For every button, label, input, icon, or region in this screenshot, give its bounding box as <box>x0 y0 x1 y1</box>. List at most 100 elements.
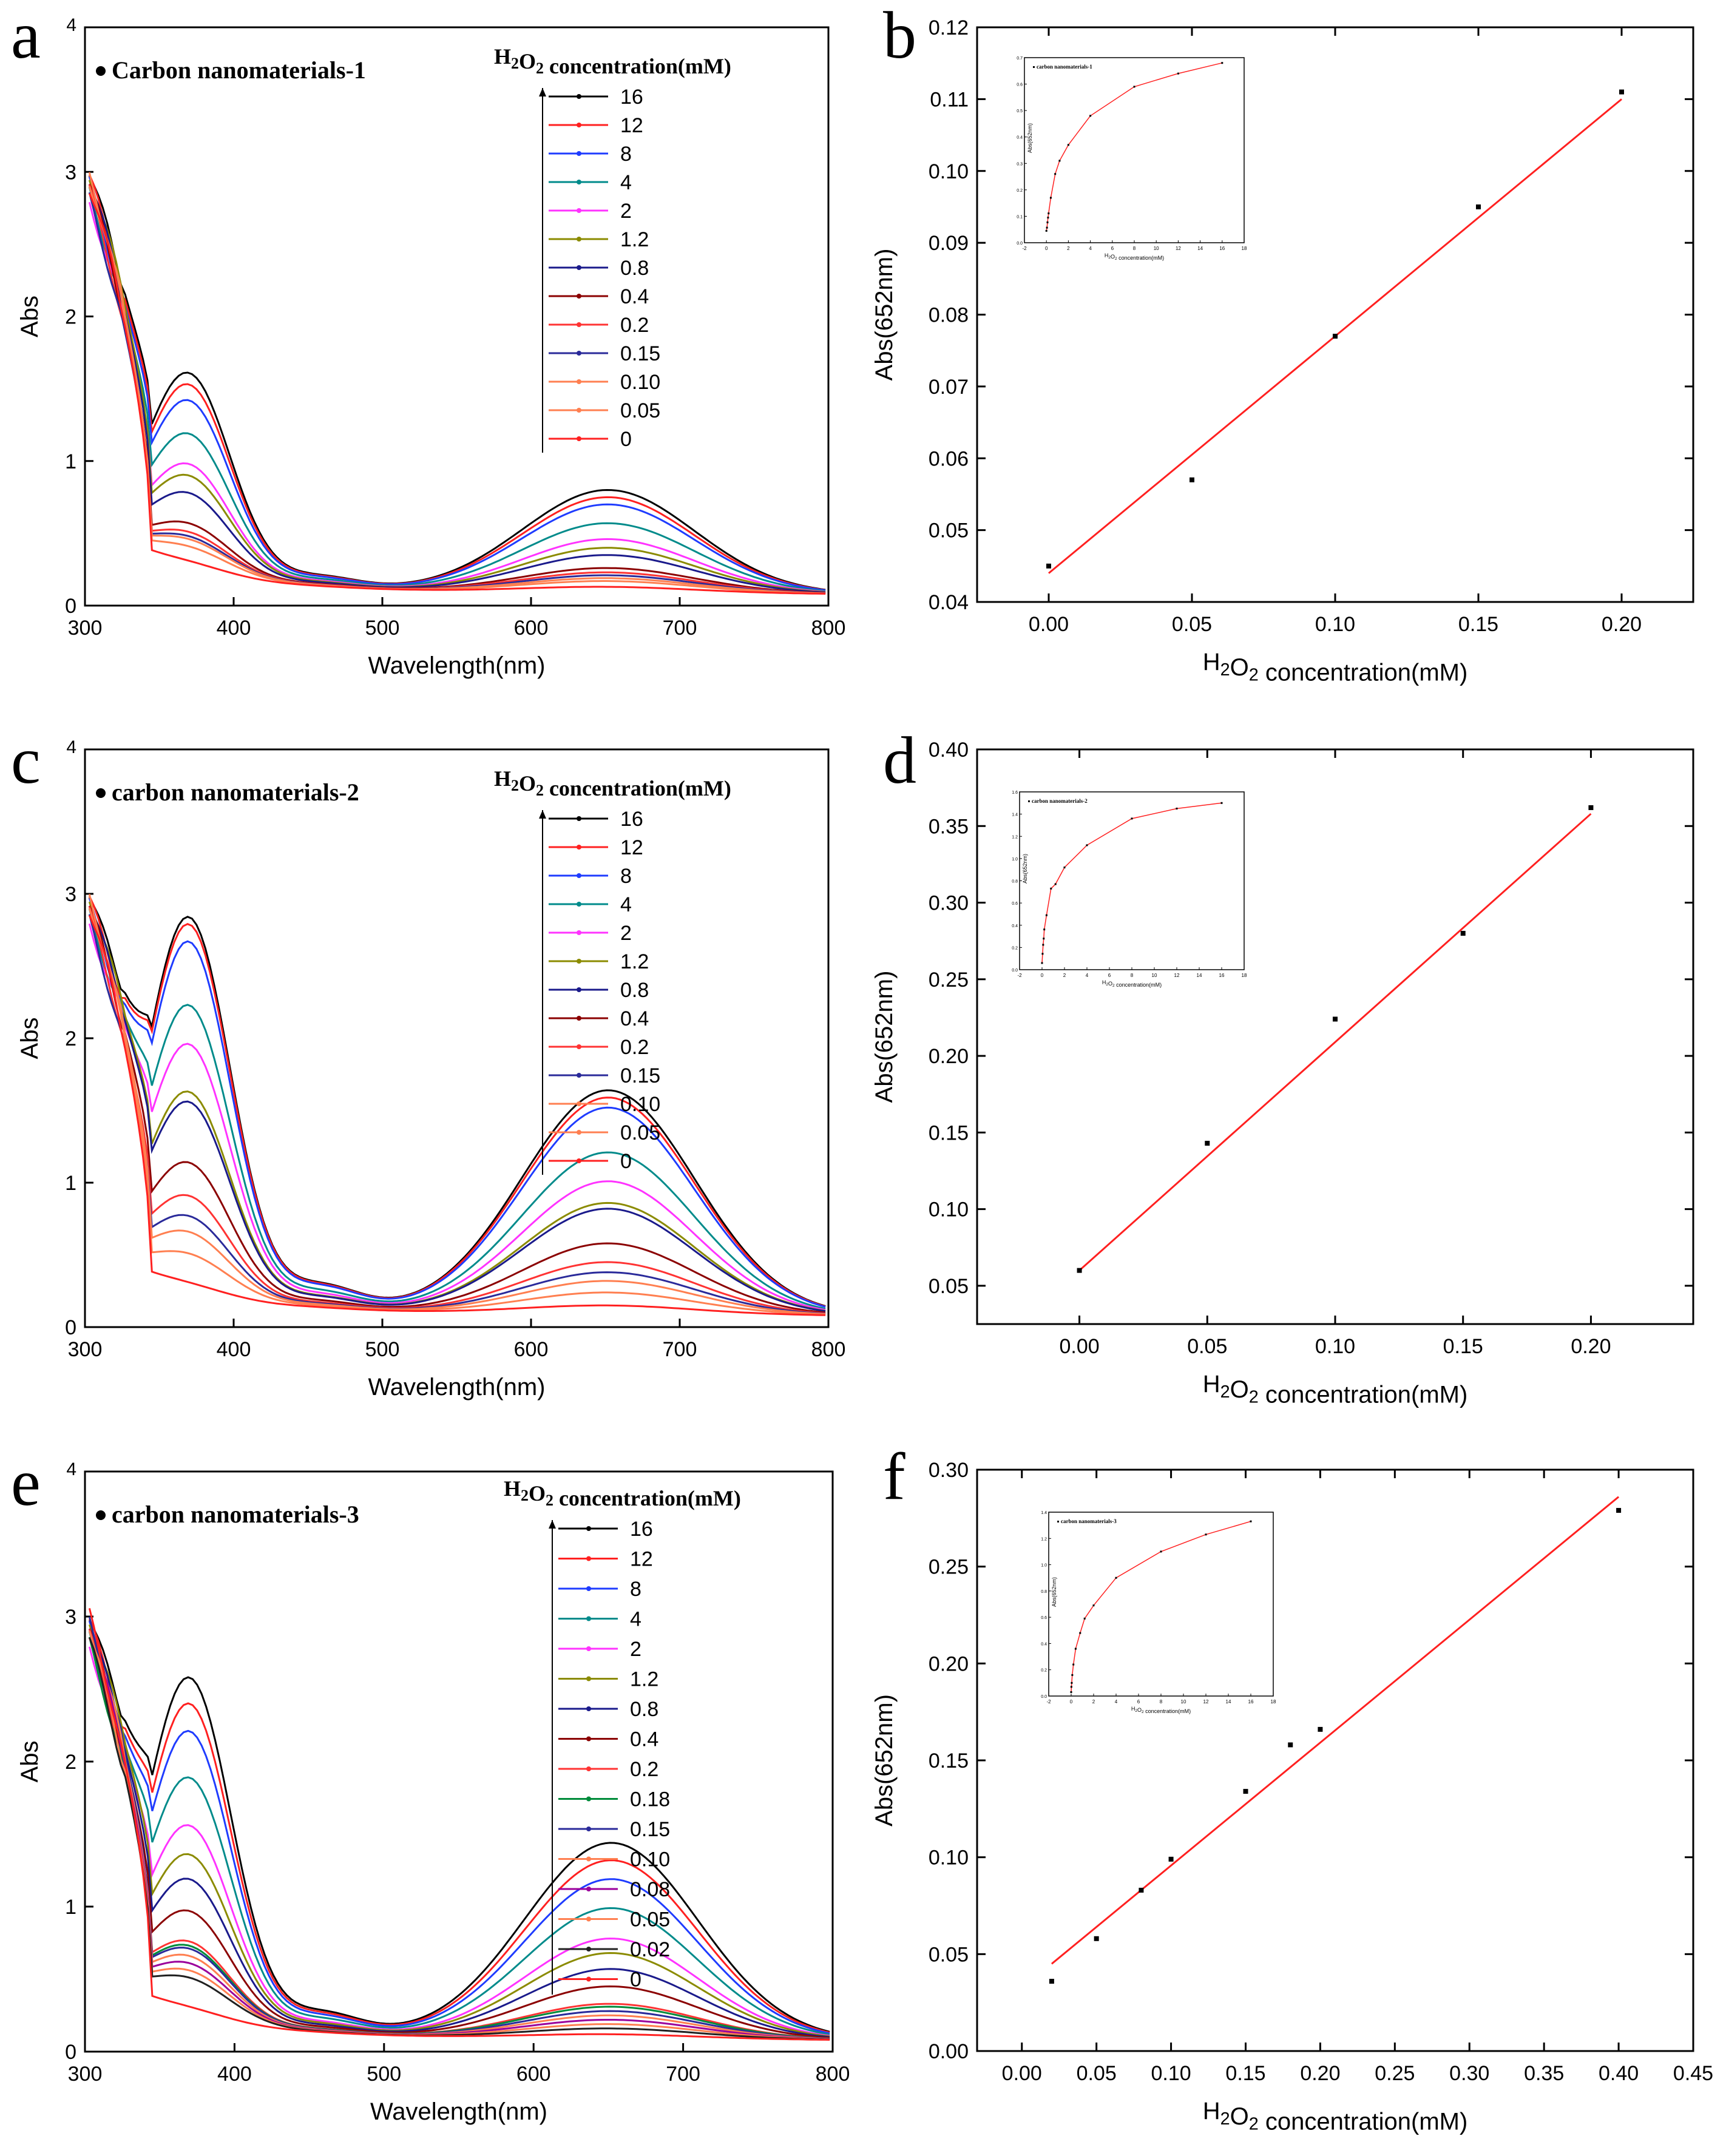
panel-letter: c <box>11 723 41 797</box>
legend-entry: 0.15 <box>620 342 660 365</box>
inset-x-tick-label: 12 <box>1176 246 1181 251</box>
inset-chart: -2 0 2 4 6 8 10 12 14 16 18 0.0 0.2 0.4 0.6 0.8 1.0 1.2 1.… <box>1041 1511 1276 1714</box>
series-line <box>89 1629 830 2038</box>
y-tick-label: 0.10 <box>929 1847 969 1870</box>
inset-data-point <box>1045 229 1047 232</box>
inset-data-point <box>1177 72 1179 75</box>
legend-marker <box>577 94 581 99</box>
y-tick-label: 0.09 <box>929 232 969 255</box>
inset-data-point <box>1220 802 1223 804</box>
legend-entry: 0.10 <box>630 1848 670 1871</box>
x-tick-label: 0.10 <box>1315 613 1355 636</box>
x-tick-label: 0.20 <box>1300 2062 1340 2085</box>
series-line <box>88 184 826 594</box>
legend-marker <box>577 351 581 356</box>
x-tick-label: 0.45 <box>1673 2062 1713 2085</box>
y-tick-label: 0.20 <box>929 1045 969 1068</box>
series-line <box>88 894 826 1316</box>
panel-d: d0.00 0.05 0.10 0.15 0.200.050.100.150.200.2… <box>871 723 1694 1408</box>
x-tick-label: 600 <box>514 617 549 640</box>
inset-x-tick-label: -2 <box>1022 246 1027 251</box>
plot-frame <box>84 26 830 607</box>
inset-y-tick-label: 0.0 <box>1017 242 1023 246</box>
inset-y-tick-label: 0.3 <box>1017 162 1023 166</box>
legend-marker <box>577 930 581 935</box>
y-tick-label: 3 <box>65 1606 76 1629</box>
y-axis-label: Abs <box>16 296 43 337</box>
y-tick-label: 0.00 <box>929 2040 969 2063</box>
x-tick-label: 500 <box>365 617 400 640</box>
series-line <box>88 1646 830 2037</box>
panel-letter: a <box>11 0 41 72</box>
inset-y-tick-label: 0.4 <box>1017 136 1023 140</box>
legend-arrowhead <box>539 88 546 96</box>
legend-entry: 0.8 <box>620 257 649 280</box>
inset-legend-marker <box>1033 66 1035 68</box>
x-tick-label: 0.35 <box>1524 2062 1564 2085</box>
y-tick-label: 0.08 <box>929 304 969 327</box>
inset-data-point <box>1071 1674 1074 1676</box>
x-tick-label: 500 <box>365 1338 400 1361</box>
y-tick-label: 0.05 <box>929 1275 969 1298</box>
title-bullet <box>96 1510 106 1520</box>
inset-data-point <box>1089 115 1092 117</box>
y-tick-label: 4 <box>66 737 76 757</box>
inset-x-tick-label: 6 <box>1111 246 1114 251</box>
inset-data-point <box>1046 226 1048 229</box>
series-line <box>88 1624 830 2038</box>
inset-data-point <box>1086 844 1088 847</box>
inset-x-tick-label: 10 <box>1181 1699 1186 1705</box>
legend-marker <box>586 1827 591 1831</box>
inset-frame <box>1024 57 1245 243</box>
x-tick-label: 400 <box>217 2063 252 2086</box>
x-axis-label: Wavelength(nm) <box>370 2098 547 2125</box>
legend-entry: 12 <box>630 1548 653 1571</box>
x-tick-label: 700 <box>666 2063 700 2086</box>
x-tick-label: 0.00 <box>1059 1335 1099 1358</box>
series-line <box>89 1637 830 2040</box>
legend-marker <box>586 1796 591 1802</box>
legend-marker <box>586 1766 591 1771</box>
legend-marker <box>586 1556 591 1561</box>
y-tick-label: 0.35 <box>929 815 969 838</box>
legend-marker <box>586 1736 591 1742</box>
series-line <box>88 1608 830 2041</box>
x-tick-label: 0.00 <box>1002 2062 1042 2085</box>
inset-data-point <box>1067 144 1069 146</box>
inset-data-point <box>1160 1550 1162 1553</box>
legend-entry: 0 <box>630 1968 641 1992</box>
y-tick-label: 0.11 <box>930 88 969 111</box>
chart-title-group: carbon nanomaterials-3 <box>96 1501 359 1528</box>
inset-data-point <box>1054 173 1057 175</box>
y-tick-label: 0 <box>65 595 76 618</box>
inset-x-tick-label: 0 <box>1070 1699 1073 1705</box>
inset-y-tick-label: 0.4 <box>1041 1642 1047 1646</box>
series-line <box>88 908 826 1316</box>
legend-marker <box>577 237 581 242</box>
legend-marker <box>586 1526 591 1531</box>
legend-entry: 0.4 <box>630 1728 658 1751</box>
inset-x-tick-label: -2 <box>1017 973 1022 978</box>
legend-marker <box>577 902 581 907</box>
series-line <box>88 1631 830 2036</box>
inset-x-tick-label: 16 <box>1248 1699 1254 1705</box>
data-point <box>1616 1508 1622 1513</box>
inset-data-point <box>1083 1617 1086 1620</box>
x-tick-label: 0.25 <box>1375 2062 1415 2085</box>
inset-x-tick-label: 8 <box>1131 973 1134 978</box>
series-line <box>88 897 826 1308</box>
series-line <box>88 905 826 1314</box>
legend-entry: 16 <box>620 86 643 109</box>
inset-data-point <box>1115 1576 1117 1579</box>
inset-legend-label: carbon nanomaterials-3 <box>1061 1518 1117 1524</box>
y-axis-label: Abs(652nm) <box>871 971 898 1103</box>
inset-data-point <box>1058 160 1061 162</box>
inset-data-point <box>1250 1520 1252 1522</box>
y-tick-label: 1 <box>65 450 76 473</box>
legend-entry: 0.4 <box>620 285 649 308</box>
data-point <box>1318 1726 1323 1732</box>
inset-x-tick-label: 4 <box>1086 973 1089 978</box>
